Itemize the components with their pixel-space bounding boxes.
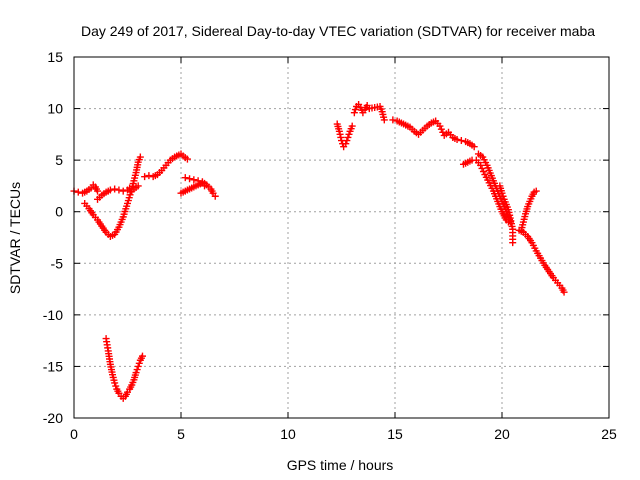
data-point xyxy=(106,186,114,194)
series-s12 xyxy=(474,150,515,226)
series-s15 xyxy=(515,226,568,296)
y-tick-labels: -20 -15 -10 -5 0 5 10 15 xyxy=(43,49,63,426)
series-s3 xyxy=(94,182,142,203)
data-point xyxy=(134,362,142,370)
y-tick-label: -5 xyxy=(51,255,64,271)
data-point xyxy=(190,176,198,184)
series-s8 xyxy=(333,120,356,151)
data-point xyxy=(453,136,461,144)
data-point xyxy=(345,130,353,138)
x-axis-label: GPS time / hours xyxy=(287,457,394,473)
data-point xyxy=(348,122,356,130)
data-point xyxy=(181,174,189,182)
data-point xyxy=(532,187,540,195)
series-s10 xyxy=(389,116,478,151)
grid-lines xyxy=(74,57,609,418)
data-point xyxy=(478,164,486,172)
data-point xyxy=(336,130,344,138)
axis-ticks xyxy=(73,56,610,419)
data-point xyxy=(141,173,149,181)
x-tick-label: 25 xyxy=(601,426,617,442)
plot-frame xyxy=(73,56,610,419)
data-point xyxy=(111,379,119,387)
x-tick-label: 5 xyxy=(177,426,185,442)
data-point xyxy=(183,155,191,163)
data-point xyxy=(112,382,120,390)
data-point xyxy=(94,187,102,195)
chart-title: Day 249 of 2017, Sidereal Day-to-day VTE… xyxy=(81,23,595,39)
data-point xyxy=(74,188,82,196)
data-point xyxy=(119,187,127,195)
data-point xyxy=(138,352,146,360)
data-point xyxy=(115,186,123,194)
data-point xyxy=(134,182,142,190)
data-point xyxy=(342,140,350,148)
series-s7 xyxy=(181,174,219,200)
data-point xyxy=(479,167,487,175)
y-tick-label: 15 xyxy=(47,49,63,65)
data-point xyxy=(470,143,478,151)
series-s1 xyxy=(70,181,102,197)
y-axis-label: SDTVAR / TECUs xyxy=(7,182,23,294)
y-tick-label: 0 xyxy=(55,204,63,220)
series-s2 xyxy=(81,153,144,240)
y-tick-label: -20 xyxy=(43,410,63,426)
data-point xyxy=(498,189,506,197)
y-tick-label: -15 xyxy=(43,358,63,374)
x-tick-label: 20 xyxy=(494,426,510,442)
data-point xyxy=(186,175,194,183)
data-point xyxy=(380,116,388,124)
x-tick-label: 15 xyxy=(387,426,403,442)
data-point xyxy=(135,359,143,367)
data-point xyxy=(111,185,119,193)
data-point xyxy=(457,137,465,145)
data-point xyxy=(509,239,517,247)
y-tick-label: 5 xyxy=(55,152,63,168)
data-point xyxy=(344,133,352,141)
data-point xyxy=(389,116,397,124)
data-point xyxy=(145,172,153,180)
data-point xyxy=(194,177,202,185)
data-point xyxy=(132,369,140,377)
data-point xyxy=(351,106,359,114)
data-point xyxy=(337,133,345,141)
data-point xyxy=(350,109,358,117)
data-point xyxy=(211,192,219,200)
series-s13 xyxy=(496,182,517,247)
x-tick-label: 0 xyxy=(70,426,78,442)
y-tick-label: -10 xyxy=(43,307,63,323)
series-s4 xyxy=(102,335,146,402)
data-point xyxy=(133,366,141,374)
series-s14 xyxy=(517,187,540,234)
data-point xyxy=(560,288,568,296)
data-point xyxy=(343,137,351,145)
data-point xyxy=(136,153,144,161)
data-point xyxy=(477,161,485,169)
data-point xyxy=(499,192,507,200)
data-points xyxy=(70,100,568,402)
x-tick-label: 10 xyxy=(280,426,296,442)
data-point xyxy=(335,127,343,135)
data-point xyxy=(436,122,444,130)
x-tick-labels: 0 5 10 15 20 25 xyxy=(70,426,617,442)
series-s9 xyxy=(350,100,388,124)
y-tick-label: 10 xyxy=(47,101,63,117)
series-s5 xyxy=(141,150,191,181)
data-point xyxy=(437,125,445,133)
